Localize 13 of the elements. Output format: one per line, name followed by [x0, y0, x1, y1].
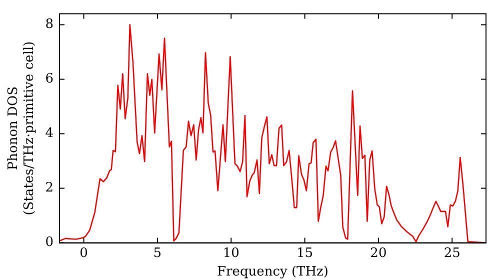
x-tick-label: 10	[222, 246, 240, 261]
x-tick-label: 15	[296, 246, 314, 261]
y-tick-label: 2	[45, 180, 54, 196]
x-tick-label: 25	[444, 246, 460, 261]
x-tick-label: 0	[80, 246, 88, 261]
x-tick-label: 5	[153, 246, 162, 261]
y-tick-label: 8	[45, 17, 54, 32]
x-tick-label: 20	[370, 246, 387, 261]
y-axis-title: Phonon DOS (States/THz·primitive cell)	[6, 41, 37, 216]
y-tick-label: 0	[45, 235, 54, 250]
x-axis-title: Frequency (THz)	[217, 264, 328, 280]
y-tick-label: 6	[45, 72, 54, 87]
y-tick-label: 4	[45, 126, 54, 142]
